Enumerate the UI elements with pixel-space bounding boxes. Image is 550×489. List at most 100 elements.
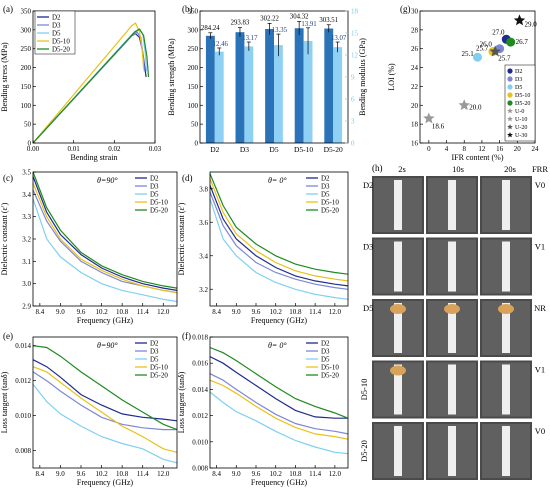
xtick-label-e: 11.4 [137, 470, 149, 478]
bar-modulus-d5-10 [303, 40, 313, 143]
panel-label-g: (g) [400, 4, 411, 14]
photo-frr-rating: NR [534, 303, 546, 313]
legend-marker-g [507, 124, 513, 130]
legend-label-a: D3 [52, 22, 61, 30]
legend-label-g: D5-20 [515, 101, 530, 107]
bar-modulus-d2 [214, 51, 224, 144]
legend-label-c: D5-10 [150, 199, 168, 207]
legend-label-a: D5 [52, 30, 61, 38]
photo-col-20s: 20s [504, 164, 516, 174]
xtick-label-g: 0 [427, 145, 431, 153]
data-label-modulus: 13.91 [301, 21, 316, 28]
series-line-d-d2 [209, 185, 349, 287]
xtick-label-f: 11.4 [309, 470, 321, 478]
photo-row-label: D5-10 [359, 379, 369, 401]
ytick-label-f: 0.018 [192, 334, 208, 342]
bar-strength-d5-20 [324, 28, 334, 143]
xtick-label-a: 0.02 [108, 145, 121, 153]
scatter-label-u-0: 18.6 [432, 122, 445, 130]
ytick-label-f: 0.016 [192, 360, 208, 368]
specimen-bar [448, 241, 456, 292]
panel-label-d: (d) [182, 173, 193, 183]
ytick-label-d: 3.2 [199, 286, 208, 294]
bar-strength-d5 [265, 29, 274, 144]
legend-label-d: D2 [321, 175, 330, 183]
legend-label-e: D2 [150, 340, 159, 348]
series-line-f-d5-20 [209, 346, 349, 419]
scatter-point-d5-20 [506, 37, 516, 47]
ylabel-e: Loss tangent (tanδ) [0, 371, 9, 433]
xlabel-g: IFR content (%) [452, 153, 504, 162]
specimen-bar [448, 180, 456, 230]
xtick-label-b: D2 [210, 145, 219, 154]
specimen-bar [394, 303, 402, 353]
legend-marker-g [507, 100, 513, 106]
scatter-label-u-30: 29.0 [525, 20, 538, 28]
scatter-star-u-0 [423, 112, 435, 124]
photo-rows: D2 V0 D3 V1 D5 NR D5-10 V1 D5-20 V0 [359, 176, 546, 480]
ytick-label-right-b: 0 [351, 140, 355, 148]
xtick-label-g: 8 [462, 145, 466, 153]
plot-frame-a [32, 10, 156, 144]
xlabel-c: Frequency (GHz) [77, 316, 134, 325]
series-line-e-d2 [32, 359, 178, 422]
ytick-label-b: 100 [188, 102, 199, 110]
scatter-label-d2: 27.0 [492, 28, 505, 36]
legend-label-g: D2 [515, 69, 522, 75]
annotation-d: θ= 0° [268, 176, 287, 185]
photo-frr-header: FRR [532, 164, 548, 174]
scatter-star-u-10 [458, 99, 470, 111]
xtick-label-b: D3 [240, 145, 249, 154]
ytick-label-a: 0 [28, 140, 32, 148]
photo-frr-rating: V0 [535, 180, 545, 190]
ytick-label-c: 2.9 [22, 303, 31, 311]
xtick-label-g: 20 [514, 145, 522, 153]
ytick-label-g: 24 [411, 64, 419, 72]
plot-frame-f [209, 336, 349, 469]
ytick-label-c: 3.2 [22, 236, 31, 244]
photo-row-label: D5-20 [359, 440, 369, 462]
specimen-bar [502, 364, 510, 415]
xtick-label-e: 10.2 [95, 470, 108, 478]
ylabel-f: Loss tangent (tanδ) [177, 371, 186, 433]
panel-label-a: (a) [3, 4, 13, 14]
legend-marker-g [507, 92, 513, 98]
xtick-label-c: 9.0 [56, 308, 65, 316]
xtick-label-d: 11.4 [309, 308, 321, 316]
ytick-label-a: 200 [21, 64, 32, 72]
data-label-modulus: 13.07 [331, 35, 347, 42]
legend-label-e: D5-10 [150, 364, 168, 372]
bar-modulus-d3 [244, 46, 254, 143]
xlabel-f: Frequency (GHz) [251, 478, 308, 487]
ytick-label-b: 300 [188, 26, 199, 34]
series-line-e-d5-10 [32, 366, 178, 453]
xtick-label-e: 9.6 [77, 470, 86, 478]
xtick-label-d: 8.4 [212, 308, 221, 316]
flame-glow [444, 304, 460, 314]
ytick-label-f: 0.012 [192, 412, 208, 420]
specimen-bar [502, 241, 510, 292]
series-line-e-d5-20 [32, 345, 178, 431]
series-line-f-d5-10 [209, 379, 349, 440]
panel-h-label: (h) [372, 163, 383, 173]
legend-label-a: D5-10 [52, 38, 70, 46]
data-label-modulus: 13.35 [272, 27, 288, 34]
legend-marker-g [507, 108, 513, 114]
chart-panel-f: (f) 0.008 0.010 0.012 0.014 0.016 0.018 Loss ta… [177, 331, 349, 487]
ytick-label-g: 30 [411, 8, 419, 16]
specimen-bar [394, 364, 402, 415]
ytick-label-g: 20 [411, 102, 419, 110]
chart-panel-a: (a) 0 50 100 150 200 250 300 350 Bending stress (… [0, 4, 162, 162]
bar-strength-d3 [235, 32, 245, 143]
xtick-label-g: 4 [445, 145, 449, 153]
ytick-label-d: 3.4 [199, 252, 208, 260]
legend-label-c: D3 [150, 183, 159, 191]
legend-label-g: U-10 [515, 117, 527, 123]
legend-label-f: D2 [321, 340, 330, 348]
legend-label-a: D2 [52, 14, 61, 22]
xtick-label-f: 9.6 [252, 470, 261, 478]
legend-label-g: U-0 [515, 109, 524, 115]
ytick-label-a: 250 [21, 45, 32, 53]
xtick-label-d: 10.8 [289, 308, 302, 316]
legend-marker-g [507, 68, 513, 74]
